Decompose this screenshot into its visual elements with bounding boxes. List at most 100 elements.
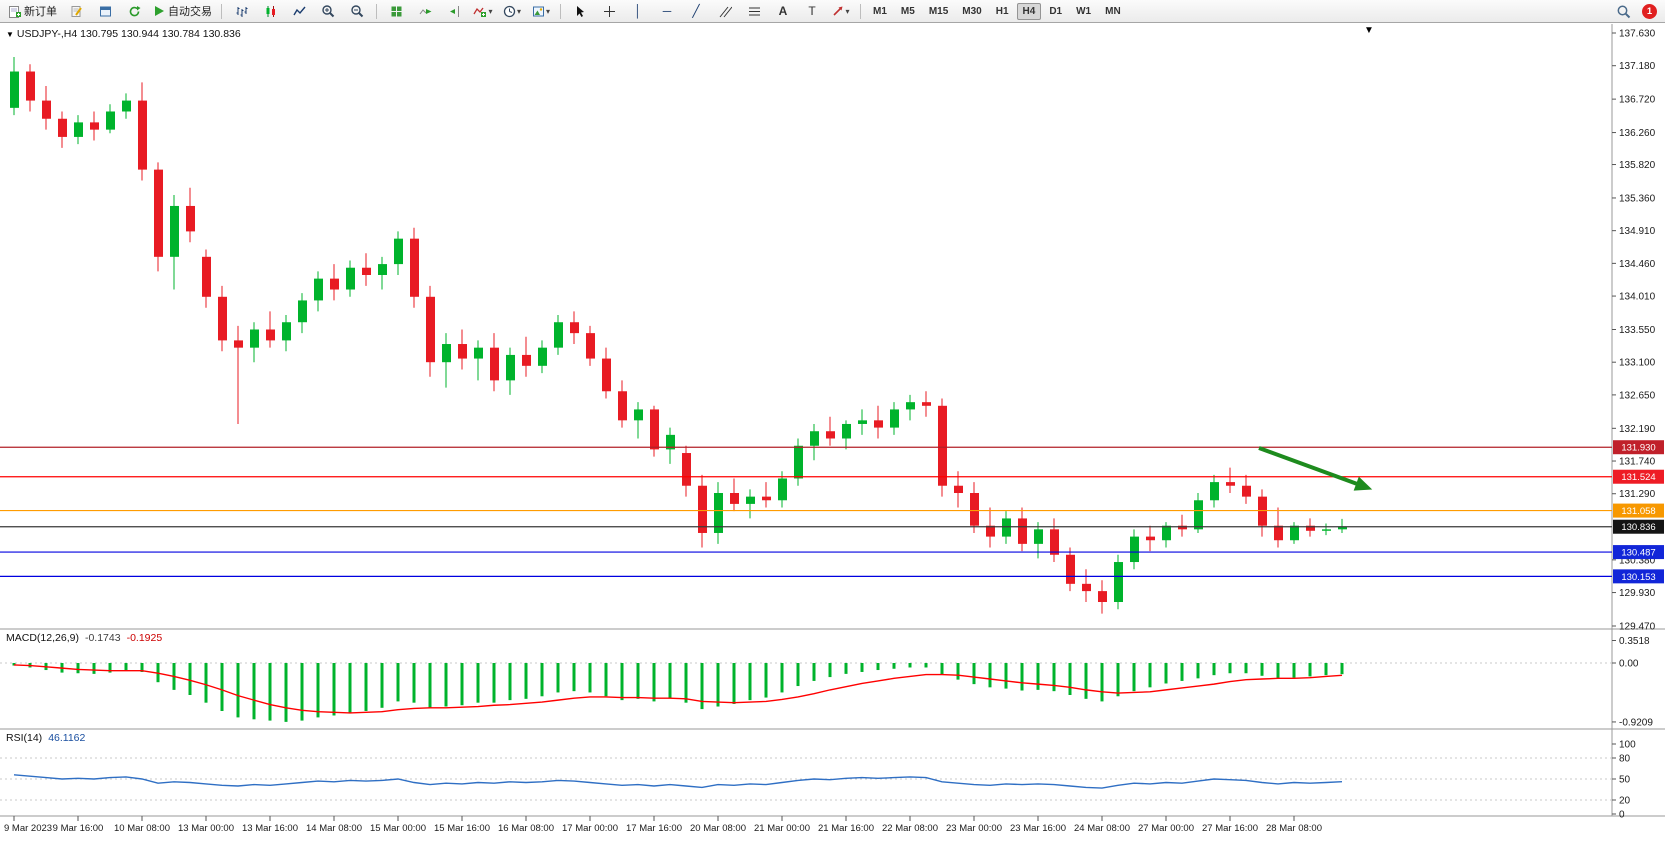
candle bbox=[250, 329, 259, 348]
rsi-name: RSI(14) bbox=[6, 732, 43, 744]
candle bbox=[10, 71, 19, 108]
shapes-button[interactable]: ▾ bbox=[827, 0, 855, 22]
candle bbox=[122, 100, 131, 112]
timeframe-button-h4[interactable]: H4 bbox=[1016, 2, 1042, 20]
vertical-line-tool-button[interactable]: │ bbox=[624, 0, 652, 22]
chart-symbol-menu-icon[interactable]: ▼ bbox=[6, 30, 14, 39]
crosshair-icon bbox=[603, 5, 615, 17]
edit-document-button[interactable] bbox=[62, 0, 90, 22]
rsi-axis-label: 80 bbox=[1619, 754, 1631, 765]
candle bbox=[186, 205, 195, 232]
macd-name: MACD(12,26,9) bbox=[6, 632, 79, 644]
label-tool-button[interactable]: T bbox=[798, 0, 826, 22]
search-button[interactable] bbox=[1609, 0, 1637, 22]
candle bbox=[618, 391, 627, 421]
price-badge bbox=[1613, 440, 1664, 455]
price-badge bbox=[1613, 519, 1664, 534]
line-chart-button[interactable] bbox=[285, 0, 313, 22]
time-label: 17 Mar 16:00 bbox=[626, 823, 682, 834]
time-label: 27 Mar 16:00 bbox=[1202, 823, 1258, 834]
timeframe-button-d1[interactable]: D1 bbox=[1049, 5, 1063, 17]
label-icon: T bbox=[808, 4, 816, 18]
timeframe-button-m1[interactable]: M1 bbox=[873, 5, 887, 17]
time-label: 27 Mar 00:00 bbox=[1138, 823, 1194, 834]
candle bbox=[474, 347, 483, 359]
refresh-button[interactable] bbox=[120, 0, 148, 22]
time-label: 22 Mar 08:00 bbox=[882, 823, 938, 834]
dropdown-caret-icon: ▾ bbox=[845, 6, 850, 16]
trendline-tool-button[interactable]: ╱ bbox=[682, 0, 710, 22]
timeframe-button-m30[interactable]: M30 bbox=[962, 5, 982, 17]
candle bbox=[1066, 554, 1075, 584]
time-label: 16 Mar 08:00 bbox=[498, 823, 554, 834]
rsi-axis-label: 50 bbox=[1619, 775, 1631, 786]
clock-icon bbox=[503, 5, 516, 17]
bar-chart-button[interactable] bbox=[227, 0, 255, 22]
candle bbox=[970, 493, 979, 526]
candle bbox=[1242, 485, 1251, 497]
time-label: 9 Mar 16:00 bbox=[53, 823, 104, 834]
templates-button[interactable]: ▾ bbox=[527, 0, 555, 22]
timeframe-button-w1[interactable]: W1 bbox=[1076, 5, 1092, 17]
timeframe-button-mn[interactable]: MN bbox=[1105, 5, 1121, 17]
crosshair-tool-button[interactable] bbox=[595, 0, 623, 22]
auto-trading-button[interactable]: 自动交易 bbox=[149, 0, 216, 22]
price-tick-label: 137.180 bbox=[1619, 61, 1656, 72]
trend-arrow[interactable] bbox=[1258, 446, 1361, 487]
tile-windows-button[interactable] bbox=[382, 0, 410, 22]
auto-scroll-button[interactable] bbox=[411, 0, 439, 22]
candle bbox=[570, 322, 579, 334]
candle bbox=[554, 322, 563, 348]
candle bbox=[714, 493, 723, 533]
time-label: 13 Mar 00:00 bbox=[178, 823, 234, 834]
notification-badge[interactable]: 1 bbox=[1642, 3, 1657, 19]
candlestick-chart-button[interactable] bbox=[256, 0, 284, 22]
timeframe-button-h1[interactable]: H1 bbox=[995, 5, 1009, 17]
time-label: 21 Mar 00:00 bbox=[754, 823, 810, 834]
timeframe-button-m5[interactable]: M5 bbox=[900, 5, 915, 17]
candle bbox=[1306, 525, 1315, 531]
candle bbox=[170, 205, 179, 257]
periods-button[interactable]: ▾ bbox=[498, 0, 526, 22]
candle bbox=[74, 122, 83, 137]
horizontal-line-tool-button[interactable]: ─ bbox=[653, 0, 681, 22]
candle bbox=[858, 420, 867, 424]
zoom-out-button[interactable] bbox=[343, 0, 371, 22]
cursor-tool-button[interactable] bbox=[566, 0, 594, 22]
indicators-button[interactable]: ▾ bbox=[469, 0, 497, 22]
arrow-shape-icon bbox=[833, 6, 843, 16]
candle bbox=[1194, 500, 1203, 530]
refresh-icon bbox=[129, 5, 140, 16]
candle bbox=[1018, 518, 1027, 544]
chart-shift-button[interactable] bbox=[440, 0, 468, 22]
candle bbox=[538, 347, 547, 366]
macd-signal-line bbox=[13, 664, 1343, 714]
timeframe-button-m15[interactable]: M15 bbox=[928, 5, 949, 17]
channel-tool-button[interactable] bbox=[711, 0, 739, 22]
time-label: 23 Mar 16:00 bbox=[1010, 823, 1066, 834]
time-label: 23 Mar 00:00 bbox=[946, 823, 1002, 834]
candle bbox=[634, 409, 643, 421]
fibonacci-tool-button[interactable] bbox=[740, 0, 768, 22]
template-image-icon bbox=[532, 6, 544, 16]
zoom-in-button[interactable] bbox=[314, 0, 342, 22]
zoom-out-icon bbox=[351, 5, 364, 18]
timeframe-group: M1 M5 M15 M30 H1 H4 D1 W1 MN bbox=[866, 2, 1128, 20]
text-tool-button[interactable]: A bbox=[769, 0, 797, 22]
price-badge-label: 130.487 bbox=[1621, 548, 1655, 559]
chart-ohlc-text: USDJPY-,H4 130.795 130.944 130.784 130.8… bbox=[16, 28, 241, 40]
candle bbox=[922, 402, 931, 406]
macd-axis-label: -0.9209 bbox=[1619, 717, 1653, 728]
time-label: 21 Mar 16:00 bbox=[818, 823, 874, 834]
trend-arrow-head bbox=[1353, 476, 1373, 491]
new-order-button[interactable]: 新订单 bbox=[4, 0, 61, 22]
rsi-axis-label: 0 bbox=[1619, 810, 1625, 821]
toolbar-overflow-icon[interactable]: ▼ bbox=[1364, 25, 1374, 36]
chart-shift-icon bbox=[449, 5, 459, 17]
time-label: 9 Mar 2023 bbox=[4, 823, 52, 834]
candle bbox=[506, 354, 515, 381]
new-window-button[interactable] bbox=[91, 0, 119, 22]
candle bbox=[154, 169, 163, 257]
